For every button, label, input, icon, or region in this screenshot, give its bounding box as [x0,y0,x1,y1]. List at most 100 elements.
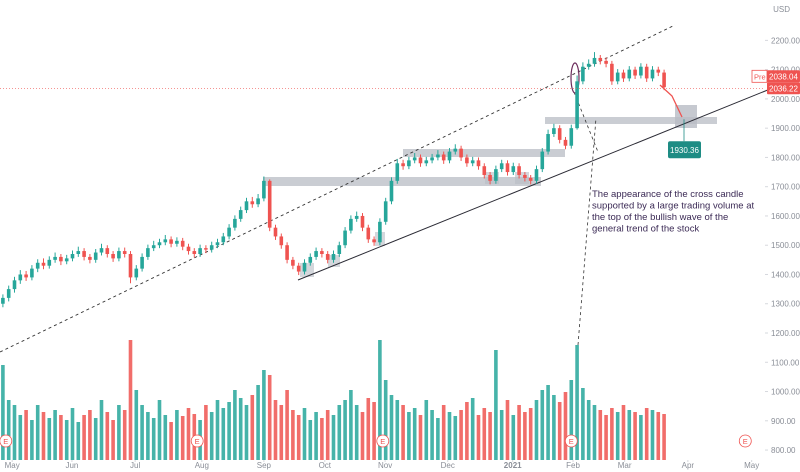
y-tick-label: 2200.00 [771,36,800,45]
volume-bar [598,410,603,460]
x-tick-label: Apr [682,461,695,470]
cross-candle-highlight [570,62,580,94]
candle-body [221,236,226,243]
x-tick-label: Feb [566,461,580,470]
candle-body [401,163,405,167]
volume-bar [41,412,46,460]
candle-body [505,163,510,173]
candle-body [18,274,23,281]
y-tick-label: 1200.00 [771,329,800,338]
candle-body [308,256,313,263]
volume-bar [592,405,597,460]
volume-bar [70,408,75,460]
y-tick-label: 800.00 [771,446,796,455]
y-tick-label: 1700.00 [771,183,800,192]
candle-body [99,248,104,253]
candle-body [47,259,52,266]
volume-bar [557,402,562,460]
resistance-zone [403,149,565,157]
volume-bar [30,420,34,460]
candle-body [366,227,371,240]
target-badge [668,141,701,159]
volume-bar [476,415,481,460]
candle-body [157,242,162,246]
volume-bar [604,415,608,460]
candle-body [41,262,46,266]
volume-bar [117,405,121,460]
candle-body [633,69,637,76]
volume-bar [499,410,504,460]
x-tick-label: Aug [195,461,209,470]
volume-bar [366,398,371,460]
volume-bar [528,408,533,460]
candle-body [453,148,458,152]
volume-bar [59,415,63,460]
candle-body [134,268,139,278]
volume-bar [82,415,86,460]
candle-body [383,201,388,222]
candle-body [128,253,133,278]
candle-body [227,227,231,237]
candle-body [627,69,632,79]
volume-bar [35,405,40,460]
candle-body [204,248,208,250]
volume-bar [581,388,585,460]
volume-bar [140,405,144,460]
candle-body [12,280,17,290]
y-tick-label: 1300.00 [771,300,800,309]
candle-body [1,297,5,304]
x-tick-label: Oct [319,461,332,470]
annotation: The appearance of the cross candlesuppor… [592,189,754,235]
volume-bar [204,405,208,460]
y-tick-label: 1000.00 [771,388,800,397]
candle-body [459,148,463,158]
pointer-line [577,117,597,346]
candle-body [314,251,318,257]
candle-body [59,256,63,262]
candle-body [343,230,347,246]
volume-bar [93,418,98,460]
candle-body [569,128,574,146]
volume-bar [151,418,156,460]
volume-bar [639,415,643,460]
candle-body [151,245,156,249]
candle-body [180,240,185,247]
volume-bar [134,390,139,460]
premarket-price: 2038.04 [769,72,798,81]
pointer-line [573,91,599,153]
volume-bar [546,385,550,460]
volume-bar [180,416,185,460]
candle-body [517,166,521,175]
candle-body [465,157,469,164]
volume-bar [505,400,510,460]
candle-body [407,160,411,167]
volume-bar [447,412,452,460]
low-box [515,172,529,184]
volume-bar [563,392,568,460]
x-tick-label: Sep [257,461,272,470]
candle-body [273,227,278,237]
candle-body [35,262,40,269]
volume-bar [273,400,278,460]
candle-body [528,177,533,181]
candle-body [244,201,249,211]
volume-bar [308,420,313,460]
volume-bar [267,375,272,460]
volume-bar [511,415,516,460]
volume-bar [1,365,5,460]
volume-bar [656,412,661,460]
y-tick-label: 900.00 [771,417,796,426]
volume-bar [291,410,295,460]
volume-bar [633,412,637,460]
candle-body [662,72,666,88]
candle-body [88,256,92,260]
volume-bar [122,410,127,460]
candle-body [64,258,69,262]
candle-body [111,253,115,259]
volume-bar [47,418,52,460]
candle-body [592,57,597,64]
candle-body [238,210,243,219]
earnings-label: E [743,437,748,446]
volume-bar [430,410,434,460]
